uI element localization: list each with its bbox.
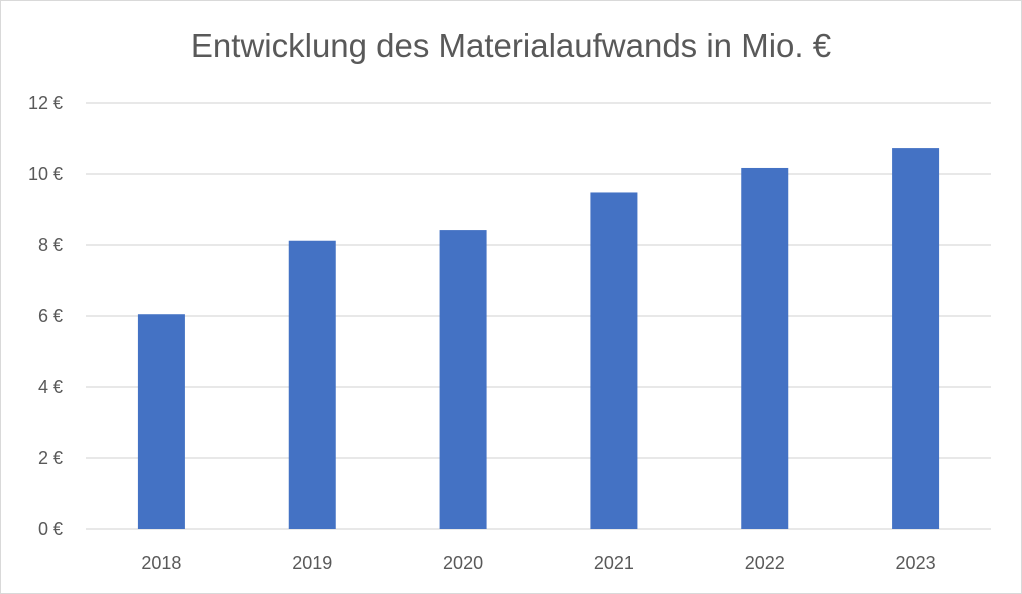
x-tick-label: 2019	[292, 553, 332, 573]
y-tick-label: 0 €	[38, 519, 63, 539]
x-tick-label: 2020	[443, 553, 483, 573]
bar-2019	[288, 240, 336, 530]
bar-2021	[590, 192, 638, 529]
y-tick-label: 6 €	[38, 306, 63, 326]
x-tick-label: 2023	[896, 553, 936, 573]
x-tick-label: 2021	[594, 553, 634, 573]
y-tick-label: 4 €	[38, 377, 63, 397]
x-tick-label: 2018	[141, 553, 181, 573]
y-tick-label: 8 €	[38, 235, 63, 255]
bar-2022	[741, 167, 789, 529]
x-tick-label: 2022	[745, 553, 785, 573]
y-tick-label: 2 €	[38, 448, 63, 468]
y-tick-label: 12 €	[28, 93, 63, 113]
chart-title: Entwicklung des Materialaufwands in Mio.…	[190, 27, 832, 64]
y-tick-label: 10 €	[28, 164, 63, 184]
bar-2018	[137, 314, 185, 529]
bar-2020	[439, 230, 487, 529]
bar-2023	[892, 148, 940, 529]
